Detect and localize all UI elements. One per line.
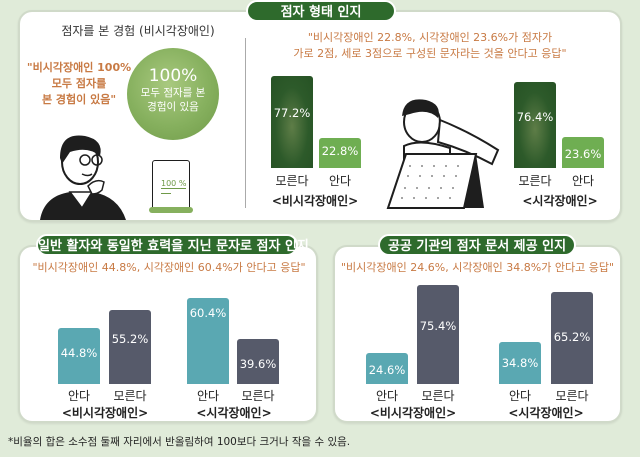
bar-bl-nonvisual-dontknow: 55.2% [109, 310, 151, 384]
label-br-visual-dontknow: 모른다 [555, 389, 589, 403]
bar-top-nonvisual-dontknow: 77.2% [271, 76, 313, 168]
bar-bl-nonvisual-know: 44.8% [58, 328, 100, 384]
label-bl-nonvisual-dontknow: 모른다 [113, 389, 147, 403]
bar-top-visual-dontknow: 76.4% [514, 82, 556, 168]
group-top-nonvisual: <비시각장애인> [271, 194, 359, 208]
group-top-visual: <시각장애인> [522, 194, 598, 208]
top-panel-divider [245, 38, 246, 208]
experience-heading: 점자를 본 경험 (비시각장애인) [61, 24, 215, 38]
bar-top-nonvisual-know: 22.8% [319, 138, 361, 168]
bottom-right-quote: "비시각장애인 24.6%, 시각장애인 34.8%가 안다고 응답" [340, 261, 615, 274]
shape-recognition-quote: "비시각장애인 22.8%, 시각장애인 23.6%가 점자가 가로 2점, 세… [293, 31, 567, 60]
top-panel-title: 점자 형태 인지 [246, 0, 396, 22]
scroll-percent-text: 100 % [161, 179, 187, 189]
group-bl-nonvisual: <비시각장애인> [61, 406, 149, 420]
bar-br-nonvisual-dontknow: 75.4% [417, 285, 459, 384]
thinking-man-illustration [40, 135, 126, 220]
experience-quote: "비시각장애인 100% 모두 점자를 본 경험이 있음" [26, 61, 132, 106]
group-br-nonvisual: <비시각장애인> [369, 406, 457, 420]
bar-br-nonvisual-know: 24.6% [366, 353, 408, 384]
bottom-right-panel-title: 공공 기관의 점자 문서 제공 인지 [378, 234, 576, 256]
label-br-visual-know: 안다 [508, 389, 532, 403]
bottom-left-quote: "비시각장애인 44.8%, 시각장애인 60.4%가 안다고 응답" [32, 261, 306, 274]
bar-bl-visual-know: 60.4% [187, 298, 229, 384]
bottom-left-panel-title: 일반 활자와 동일한 효력을 지닌 문자로 점자 인지 [36, 234, 309, 256]
bar-top-visual-know: 23.6% [562, 137, 604, 168]
label-br-nonvisual-know: 안다 [375, 389, 399, 403]
label-bl-visual-dontknow: 모른다 [241, 389, 275, 403]
braille-reader-illustration [386, 99, 500, 209]
bar-bl-visual-dontknow: 39.6% [237, 339, 279, 384]
label-bl-visual-know: 안다 [196, 389, 220, 403]
label-bl-nonvisual-know: 안다 [67, 389, 91, 403]
group-br-visual: <시각장애인> [508, 406, 584, 420]
bar-br-visual-know: 34.8% [499, 342, 541, 384]
group-bl-visual: <시각장애인> [196, 406, 272, 420]
footnote: *비율의 합은 소수점 둘째 자리에서 반올림하여 100보다 크거나 작을 수… [8, 436, 351, 448]
experience-circle: 100% 모두 점자를 본 경험이 있음 [127, 48, 219, 140]
label-top-visual-dontknow: 모른다 [518, 174, 552, 188]
bar-br-visual-dontknow: 65.2% [551, 292, 593, 384]
label-br-nonvisual-dontknow: 모른다 [421, 389, 455, 403]
label-top-nonvisual-dontknow: 모른다 [275, 174, 309, 188]
label-top-visual-know: 안다 [571, 174, 595, 188]
scroll-document-icon: 100 % [149, 160, 193, 213]
label-top-nonvisual-know: 안다 [328, 174, 352, 188]
